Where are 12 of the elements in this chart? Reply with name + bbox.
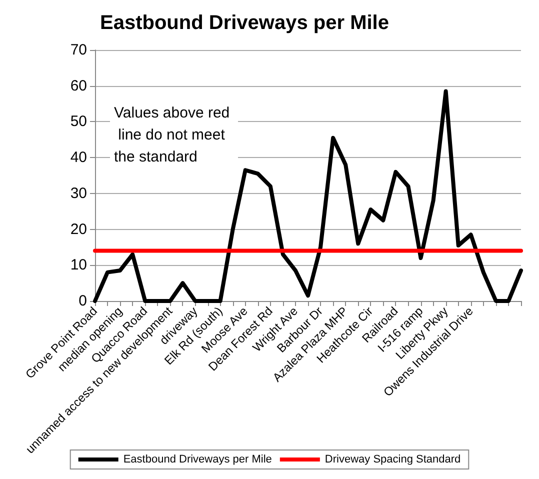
y-tick-label: 40 — [70, 149, 87, 166]
annotation: Values above red line do not meet the standard — [114, 104, 230, 166]
y-tick-label: 30 — [70, 184, 87, 202]
chart-title: Eastbound Driveways per Mile — [100, 12, 389, 34]
y-tick-label: 70 — [70, 42, 87, 58]
y-tick-label: 0 — [78, 292, 87, 310]
y-tick-label: 20 — [70, 220, 87, 238]
y-tick-label: 50 — [70, 113, 87, 130]
y-tick-label: 10 — [70, 256, 87, 274]
legend-label: Driveway Spacing Standard — [324, 454, 461, 466]
legend-label: Eastbound Driveways per Mile — [123, 454, 272, 466]
y-tick-label: 60 — [70, 77, 87, 94]
